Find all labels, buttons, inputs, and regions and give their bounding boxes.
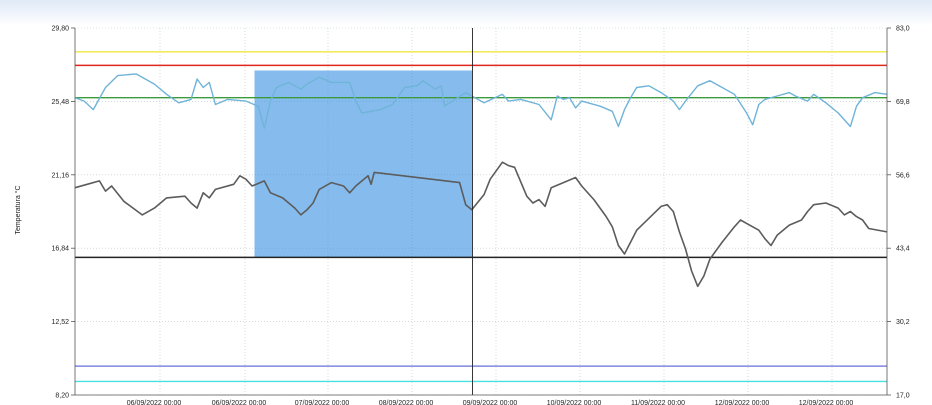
y-tick-label-right: 83,0 <box>896 26 910 33</box>
x-tick-label: 10/09/2022 00:00 <box>547 400 602 405</box>
x-tick-label: 07/09/2022 00:00 <box>295 400 350 405</box>
x-tick-label: 06/09/2022 00:00 <box>212 400 267 405</box>
series-line-1 <box>74 73 888 129</box>
y-tick-label-left: 21,16 <box>51 172 69 179</box>
x-tick-label: 12/09/2022 00:00 <box>799 400 854 405</box>
y-tick-label-right: 56,6 <box>896 172 910 179</box>
x-tick-label: 08/09/2022 00:00 <box>379 400 434 405</box>
y-tick-label-right: 30,2 <box>896 319 910 326</box>
y-tick-label-left: 16,84 <box>51 246 69 253</box>
selection-region[interactable] <box>254 70 473 258</box>
y-tick-label-right: 17,0 <box>896 393 910 400</box>
y-tick-label-right: 69,8 <box>896 99 910 106</box>
y-tick-label-left: 8,20 <box>55 393 69 400</box>
series-line-2 <box>74 161 888 288</box>
x-tick-label: 11/09/2022 00:00 <box>631 400 685 405</box>
plot-area <box>75 28 887 395</box>
x-tick-label: 12/09/2022 00:00 <box>715 400 770 405</box>
x-tick-label: 06/09/2022 00:00 <box>127 400 182 405</box>
x-tick-label: 09/09/2022 00:00 <box>463 400 518 405</box>
y-tick-label-right: 43,4 <box>896 246 910 253</box>
y-tick-label-left: 25,48 <box>51 99 69 106</box>
y-tick-label-left: 12,52 <box>51 319 69 326</box>
y-tick-label-left: 29,80 <box>51 26 69 33</box>
y-axis-label: Temperatura °C <box>14 185 22 234</box>
